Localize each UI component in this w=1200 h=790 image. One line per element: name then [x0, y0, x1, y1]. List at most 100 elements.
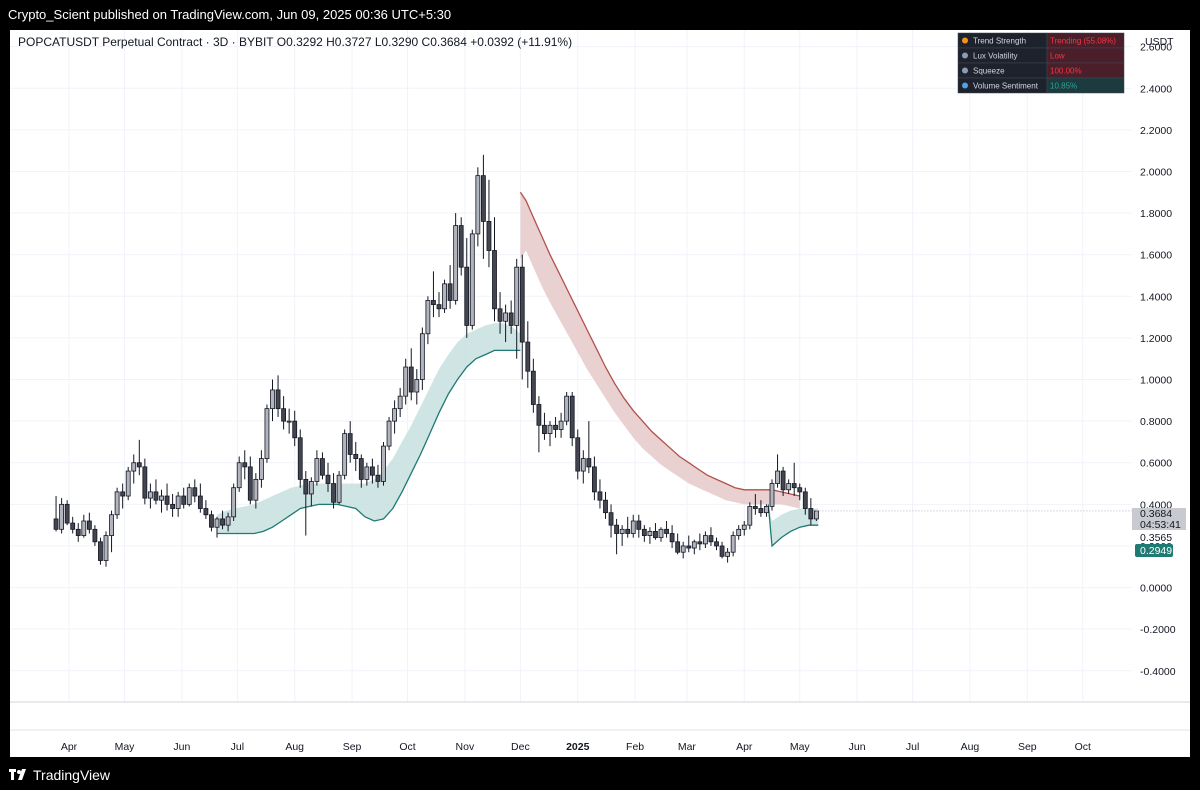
- candle: [553, 416, 558, 438]
- candle-body: [103, 535, 109, 561]
- candle-body: [358, 458, 364, 480]
- candle: [547, 421, 553, 447]
- candle: [680, 541, 686, 559]
- candle-body: [608, 512, 614, 526]
- candle: [164, 483, 170, 511]
- candle-body: [342, 433, 348, 476]
- candle: [764, 504, 769, 517]
- candle: [425, 296, 431, 345]
- candle-body: [453, 225, 459, 301]
- candle-body: [281, 408, 287, 422]
- candle: [586, 421, 592, 474]
- candle: [281, 396, 287, 430]
- candle: [719, 541, 725, 559]
- candle: [736, 525, 742, 540]
- candle: [802, 487, 808, 515]
- candle: [808, 498, 814, 526]
- candle: [575, 429, 581, 480]
- candle-body: [264, 408, 270, 459]
- candle: [752, 493, 758, 515]
- currency-label: USDT: [1145, 36, 1174, 48]
- candle-body: [658, 528, 664, 539]
- candle: [103, 531, 109, 567]
- price-tick-label: 1.0000: [1140, 375, 1172, 387]
- month-label: Sep: [1018, 741, 1037, 753]
- info-value: Trending (55.08%): [1050, 37, 1116, 46]
- candle-body: [747, 506, 753, 526]
- candle-body: [75, 528, 81, 536]
- candle-body: [186, 487, 192, 505]
- candle: [647, 527, 653, 544]
- candle: [386, 416, 392, 451]
- candle: [608, 504, 614, 538]
- candle: [703, 531, 708, 549]
- candle: [147, 483, 153, 509]
- candle: [653, 523, 658, 540]
- candle: [86, 512, 92, 534]
- price-tick-label: 1.6000: [1140, 250, 1172, 262]
- candle: [53, 496, 59, 532]
- candle-body: [270, 389, 275, 410]
- candle: [70, 516, 76, 534]
- candle-body: [136, 462, 142, 468]
- candle: [486, 179, 492, 268]
- candle-body: [286, 420, 292, 423]
- candle: [81, 514, 87, 538]
- candle: [181, 487, 187, 509]
- candle: [469, 229, 475, 330]
- month-label: Oct: [1075, 741, 1091, 753]
- candle-body: [630, 520, 636, 534]
- candle-body: [258, 458, 264, 480]
- lower-band-line: [767, 504, 819, 548]
- candle: [153, 479, 159, 505]
- info-label: Squeeze: [973, 67, 1005, 76]
- candle-body: [625, 528, 631, 534]
- candle: [564, 392, 570, 426]
- tradingview-logo[interactable]: TradingView: [9, 767, 110, 783]
- candle-body: [791, 483, 797, 489]
- candle: [730, 531, 736, 557]
- candle: [403, 358, 409, 405]
- candle: [458, 217, 464, 276]
- candle: [519, 254, 525, 380]
- month-label: 2025: [566, 741, 590, 753]
- candle: [503, 304, 509, 343]
- candle-body: [209, 514, 214, 528]
- candle: [353, 441, 359, 472]
- chart-panel[interactable]: 2.6000 2.4000 2.2000 2.0000 1.8000 1.6000 1.40…: [10, 30, 1190, 757]
- candle: [247, 456, 253, 505]
- candlestick-chart[interactable]: 2.6000 2.4000 2.2000 2.0000 1.8000 1.6000 1.40…: [10, 30, 1190, 757]
- candle-body: [236, 462, 242, 489]
- info-label: Lux Volatility: [973, 52, 1017, 61]
- candle: [292, 410, 298, 447]
- candle: [580, 450, 586, 484]
- candle-body: [192, 487, 198, 497]
- candle: [558, 412, 564, 438]
- candle: [786, 479, 792, 494]
- candle: [431, 271, 436, 318]
- candle: [364, 462, 370, 486]
- candle: [775, 454, 780, 488]
- candle-body: [375, 474, 381, 482]
- candle-body: [814, 510, 819, 520]
- candle-body: [697, 541, 703, 545]
- candle: [120, 483, 126, 509]
- candle: [303, 471, 309, 536]
- lower-band-fill: [768, 504, 819, 546]
- candle-body: [353, 454, 359, 459]
- candle: [242, 450, 248, 480]
- candle-body: [225, 516, 231, 526]
- candle: [308, 477, 314, 507]
- candle-body: [641, 528, 647, 536]
- candle: [686, 535, 692, 553]
- candle-body: [197, 495, 203, 509]
- candle-body: [680, 545, 686, 553]
- candle-body: [719, 545, 725, 557]
- price-tick-label: 0.0000: [1140, 583, 1172, 595]
- symbol-legend: POPCATUSDT Perpetual Contract · 3D · BYB…: [18, 35, 572, 49]
- droplet-icon: [962, 82, 968, 89]
- candle: [497, 292, 503, 334]
- month-label: Apr: [61, 741, 78, 753]
- candle-body: [458, 225, 464, 268]
